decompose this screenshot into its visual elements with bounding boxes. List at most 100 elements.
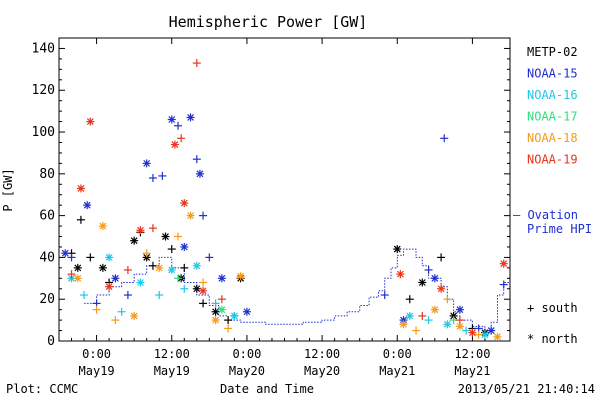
marker-stroke xyxy=(168,116,176,123)
marker-stroke xyxy=(196,170,204,178)
north-star-marker xyxy=(236,272,245,281)
x-tick-date-label: May20 xyxy=(304,364,340,378)
x-tick-time-label: 12:00 xyxy=(304,347,340,361)
south-plus-marker xyxy=(499,280,508,289)
marker-stroke xyxy=(500,260,508,268)
x-tick-time-label: 0:00 xyxy=(383,347,412,361)
marker-stroke xyxy=(77,185,85,192)
north-star-marker xyxy=(61,249,70,258)
marker-stroke xyxy=(450,312,458,320)
south-plus-marker xyxy=(174,121,183,130)
north-star-marker xyxy=(73,263,82,272)
marker-stroke xyxy=(180,199,188,207)
south-plus-marker xyxy=(67,253,76,262)
marker-stroke xyxy=(437,285,445,293)
north-star-marker xyxy=(186,113,195,122)
south-plus-marker xyxy=(199,211,208,220)
north-star-marker xyxy=(98,222,107,231)
marker-stroke xyxy=(130,237,138,245)
south-plus-marker xyxy=(76,215,85,224)
north-star-marker xyxy=(136,226,145,235)
south-plus-marker xyxy=(148,224,157,233)
south-plus-marker xyxy=(148,174,157,183)
south-plus-marker xyxy=(224,316,233,325)
north-star-marker xyxy=(98,263,107,272)
south-plus-marker xyxy=(462,326,471,335)
marker-stroke xyxy=(406,312,414,320)
marker-stroke xyxy=(168,266,176,274)
south-plus-marker xyxy=(199,299,208,308)
north-star-marker xyxy=(86,117,95,126)
south-plus-marker xyxy=(224,324,233,333)
legend: METP-02 NOAA-15 NOAA-16 NOAA-17 NOAA-18 NOAA-… xyxy=(513,45,592,346)
x-tick-date-label: May20 xyxy=(229,364,265,378)
north-star-marker xyxy=(217,305,226,314)
south-plus-marker xyxy=(180,284,189,293)
marker-stroke xyxy=(468,329,476,337)
north-star-marker xyxy=(437,284,446,293)
south-plus-marker xyxy=(440,134,449,143)
north-star-marker xyxy=(167,115,176,124)
south-plus-marker xyxy=(80,291,89,300)
marker-stroke xyxy=(74,274,82,282)
marker-stroke xyxy=(212,316,220,324)
south-plus-marker xyxy=(405,295,414,304)
north-star-marker xyxy=(242,307,251,316)
x-tick-date-label: May21 xyxy=(454,364,490,378)
north-star-marker xyxy=(493,332,502,341)
north-star-marker xyxy=(192,284,201,293)
y-axis-label: P [GW] xyxy=(1,168,15,211)
south-plus-marker xyxy=(424,265,433,274)
south-plus-marker xyxy=(180,263,189,272)
south-plus-marker xyxy=(424,316,433,325)
marker-stroke xyxy=(418,279,426,286)
chart-title: Hemispheric Power [GW] xyxy=(169,13,368,31)
marker-stroke xyxy=(155,264,163,272)
marker-stroke xyxy=(137,226,144,234)
north-star-marker xyxy=(180,242,189,251)
south-plus-marker xyxy=(167,245,176,254)
marker-stroke xyxy=(487,327,495,334)
north-star-marker xyxy=(405,311,414,320)
marker-stroke xyxy=(74,264,82,272)
north-star-marker xyxy=(430,305,439,314)
north-star-marker xyxy=(217,274,226,283)
north-star-marker xyxy=(499,259,508,268)
plot-area: 0 20 40 60 80 100 120 140 0:00 May19 12:00 May19 0:0… xyxy=(32,37,511,378)
y-tick-label: 100 xyxy=(32,125,55,140)
marker-stroke xyxy=(137,279,144,286)
south-plus-marker xyxy=(217,295,226,304)
south-plus-marker xyxy=(192,155,201,164)
footer-right: 2013/05/21 21:40:14 xyxy=(458,382,595,396)
y-tick-label: 120 xyxy=(32,83,55,98)
north-star-marker xyxy=(195,169,204,178)
north-star-marker xyxy=(155,263,164,272)
south-plus-marker xyxy=(155,291,164,300)
marker-stroke xyxy=(171,141,179,148)
north-star-marker xyxy=(111,274,120,283)
south-plus-marker xyxy=(474,330,483,339)
marker-stroke xyxy=(193,285,201,293)
marker-stroke xyxy=(143,159,151,167)
ovation-hpi-line xyxy=(84,248,510,332)
y-tick-label: 20 xyxy=(39,292,55,307)
north-star-marker xyxy=(186,211,195,220)
south-plus-marker xyxy=(205,253,214,262)
marker-stroke xyxy=(187,113,194,121)
marker-stroke xyxy=(431,274,439,282)
north-star-marker xyxy=(180,199,189,208)
marker-stroke xyxy=(61,249,69,257)
marker-stroke xyxy=(218,274,226,282)
north-star-marker xyxy=(76,184,85,193)
y-tick-label: 140 xyxy=(32,41,55,56)
legend-series-label: NOAA-18 xyxy=(527,131,578,145)
south-plus-marker xyxy=(86,253,95,262)
x-tick-time-label: 12:00 xyxy=(454,347,490,361)
north-star-marker xyxy=(136,278,145,287)
marker-stroke xyxy=(230,312,238,320)
marker-stroke xyxy=(396,270,404,278)
y-tick-label: 40 xyxy=(39,250,55,265)
legend-south-label: + south xyxy=(527,301,578,315)
marker-stroke xyxy=(180,243,188,251)
south-plus-marker xyxy=(142,249,151,258)
